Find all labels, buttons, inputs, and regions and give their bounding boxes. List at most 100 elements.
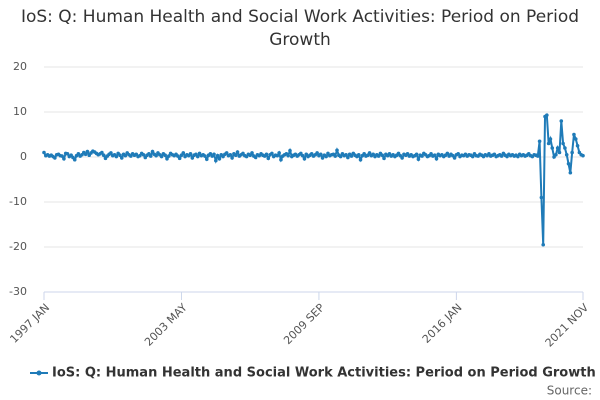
data-point [114,154,119,159]
data-point [335,148,339,153]
data-point [181,151,186,155]
data-point [203,154,207,158]
data-point [42,150,46,155]
data-point [150,149,155,154]
data-point [60,154,64,158]
data-point [215,153,220,158]
x-tick-label: 2016 JAN [420,301,465,346]
data-point [228,152,233,157]
y-tick-label: 20 [13,60,27,73]
data-point [570,150,574,155]
y-tick-label: -30 [9,285,27,298]
data-point [320,156,325,160]
data-point [230,156,234,160]
data-point [581,153,585,158]
data-point [420,154,424,158]
data-point [349,154,354,158]
y-tick-label: 0 [20,150,27,163]
data-point [559,119,564,123]
data-point [546,141,551,146]
data-point [165,157,169,161]
data-point [452,156,457,160]
y-tick-label: -10 [9,195,27,208]
data-point [557,150,562,155]
data-point [212,152,216,157]
data-point [286,153,290,158]
data-point [561,141,565,146]
data-point [154,153,158,158]
data-point [566,161,571,166]
data-point [250,151,254,155]
data-point [333,154,338,158]
data-point [358,157,363,162]
data-point [275,153,280,158]
data-point [109,151,113,155]
data-point [400,156,404,160]
data-point [414,152,419,157]
data-point [266,156,271,161]
data-point [541,242,546,247]
data-point [264,152,269,157]
data-point [233,153,238,157]
data-point [235,150,240,154]
data-point [217,157,222,161]
data-point [253,155,258,160]
data-point [224,151,229,155]
data-point [380,153,385,157]
data-point [499,154,504,158]
series-line [43,113,584,245]
x-tick-label: 1997 JAN [7,301,52,346]
data-point [445,151,450,156]
data-point [548,137,553,141]
data-point [300,153,305,158]
data-point [167,154,171,158]
data-point [119,156,124,160]
data-point [72,157,77,162]
data-point [214,158,218,163]
data-point [279,157,283,162]
data-point [563,146,567,150]
data-point [177,156,182,161]
data-point [564,152,569,157]
data-point [554,152,558,157]
data-point [62,157,66,161]
data-point [83,152,88,157]
data-point [572,132,576,137]
data-point [53,156,57,160]
y-tick-label: -20 [9,240,27,253]
chart-title: IoS: Q: Human Health and Social Work Act… [20,7,580,50]
data-point [456,152,460,156]
data-point [573,137,578,141]
data-point [190,156,195,160]
data-point [100,150,104,155]
data-point [575,143,580,148]
data-point [344,152,348,157]
data-point [270,151,274,156]
data-point [188,152,193,156]
data-point [535,154,540,158]
data-point [318,152,323,157]
data-point [545,113,549,117]
data-point [163,153,167,157]
x-tick-label: 2003 MAY [142,301,190,349]
data-point [550,146,555,150]
data-point [470,154,475,159]
data-point [376,154,381,158]
data-point [356,152,361,157]
legend-marker [36,370,42,376]
data-point [118,153,122,157]
data-point [555,146,560,150]
data-point [288,148,292,153]
data-point [148,154,153,158]
x-tick-label: 2021 NOV [543,301,592,350]
y-tick-label: 10 [13,105,27,118]
data-point [277,151,281,155]
data-point [539,195,544,200]
data-point [85,149,90,154]
data-point [382,156,386,161]
legend-label: IoS: Q: Human Health and Social Work Act… [52,366,596,381]
data-point [432,153,437,157]
source-label: Source: [547,384,592,398]
data-point [324,154,328,159]
